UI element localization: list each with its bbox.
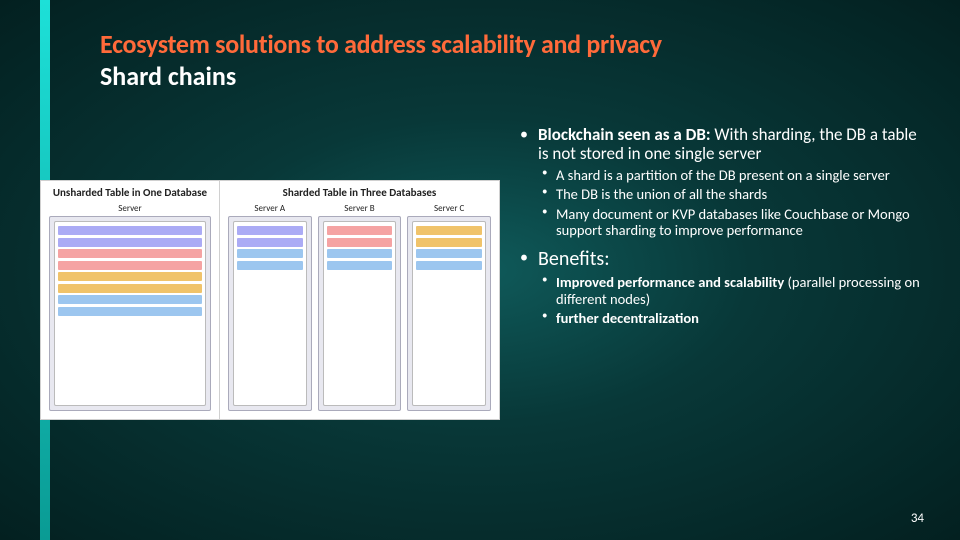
left-server-row: Server [49, 203, 211, 411]
table-row [327, 261, 393, 270]
list-item: A shard is a partition of the DB present… [538, 167, 920, 183]
diagram-wrap: Unsharded Table in One Database Server S… [40, 125, 500, 500]
server-label: Server A [254, 203, 285, 214]
title-block: Ecosystem solutions to address scalabili… [100, 28, 662, 92]
server-box [407, 216, 491, 411]
table-row [58, 226, 202, 235]
text-column: Blockchain seen as a DB: With sharding, … [500, 125, 920, 500]
list-item: The DB is the union of all the shards [538, 186, 920, 202]
shard-table [412, 221, 486, 406]
server-label: Server C [434, 203, 464, 214]
server-block: Server [49, 203, 211, 411]
list-item: Improved performance and scalability (pa… [538, 274, 920, 306]
table-row [237, 249, 303, 258]
table-row [58, 249, 202, 258]
top-bullet-list: Blockchain seen as a DB: With sharding, … [520, 125, 920, 326]
table-row [327, 249, 393, 258]
benefits-lead: Benefits: [538, 247, 610, 271]
left-panel-title: Unsharded Table in One Database [49, 187, 211, 199]
table-row [416, 249, 482, 258]
sub-list-2: Improved performance and scalability (pa… [538, 274, 920, 326]
page-number: 34 [911, 511, 924, 526]
sharding-diagram: Unsharded Table in One Database Server S… [40, 180, 500, 420]
server-box [228, 216, 312, 411]
bold-text: further decentralization [556, 309, 699, 327]
diagram-right-panel: Sharded Table in Three Databases Server … [220, 181, 499, 419]
unsharded-table [54, 221, 206, 406]
table-row [416, 226, 482, 235]
server-block: Server C [407, 203, 491, 411]
server-block: Server A [228, 203, 312, 411]
right-servers: Server A Server B Server C [228, 203, 491, 411]
table-row [416, 261, 482, 270]
table-row [58, 272, 202, 281]
table-row [237, 261, 303, 270]
table-row [327, 238, 393, 247]
shard-table [323, 221, 397, 406]
table-row [416, 238, 482, 247]
shard-table [233, 221, 307, 406]
bullet-benefits: Benefits: Improved performance and scala… [520, 248, 920, 326]
main-title: Ecosystem solutions to address scalabili… [100, 28, 662, 60]
table-row [58, 284, 202, 293]
table-row [327, 226, 393, 235]
list-item: further decentralization [538, 310, 920, 326]
server-box [49, 216, 211, 411]
server-label: Server B [344, 203, 374, 214]
table-row [58, 295, 202, 304]
table-row [237, 238, 303, 247]
table-row [58, 238, 202, 247]
table-row [58, 261, 202, 270]
content-area: Unsharded Table in One Database Server S… [40, 125, 920, 500]
lead-bold: Blockchain seen as a DB: [538, 124, 711, 145]
table-row [58, 307, 202, 316]
bullet-blockchain-db: Blockchain seen as a DB: With sharding, … [520, 125, 920, 238]
table-row [237, 226, 303, 235]
sub-list-1: A shard is a partition of the DB present… [538, 167, 920, 238]
right-panel-title: Sharded Table in Three Databases [228, 187, 491, 199]
list-item: Many document or KVP databases like Couc… [538, 206, 920, 238]
server-label: Server [118, 203, 141, 214]
diagram-left-panel: Unsharded Table in One Database Server [41, 181, 220, 419]
bullet-lead: Blockchain seen as a DB: With sharding, … [538, 124, 917, 164]
server-block: Server B [318, 203, 402, 411]
server-box [318, 216, 402, 411]
subtitle: Shard chains [100, 60, 662, 92]
